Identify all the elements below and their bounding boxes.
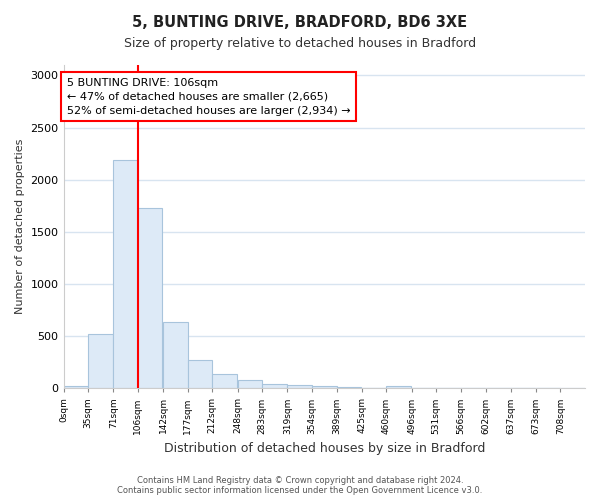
Bar bbox=[212, 374, 237, 388]
Bar bbox=[287, 384, 312, 388]
Bar bbox=[138, 208, 163, 388]
Text: 5, BUNTING DRIVE, BRADFORD, BD6 3XE: 5, BUNTING DRIVE, BRADFORD, BD6 3XE bbox=[133, 15, 467, 30]
Bar bbox=[386, 386, 411, 388]
Bar bbox=[64, 386, 88, 388]
Bar bbox=[262, 384, 287, 388]
Bar bbox=[337, 387, 361, 388]
Text: Contains HM Land Registry data © Crown copyright and database right 2024.
Contai: Contains HM Land Registry data © Crown c… bbox=[118, 476, 482, 495]
Y-axis label: Number of detached properties: Number of detached properties bbox=[15, 139, 25, 314]
Bar bbox=[88, 334, 113, 388]
Bar bbox=[163, 322, 188, 388]
Bar bbox=[312, 386, 337, 388]
Bar bbox=[188, 360, 212, 388]
X-axis label: Distribution of detached houses by size in Bradford: Distribution of detached houses by size … bbox=[164, 442, 485, 455]
Bar bbox=[238, 380, 262, 388]
Text: Size of property relative to detached houses in Bradford: Size of property relative to detached ho… bbox=[124, 38, 476, 51]
Text: 5 BUNTING DRIVE: 106sqm
← 47% of detached houses are smaller (2,665)
52% of semi: 5 BUNTING DRIVE: 106sqm ← 47% of detache… bbox=[67, 78, 350, 116]
Bar bbox=[113, 160, 138, 388]
